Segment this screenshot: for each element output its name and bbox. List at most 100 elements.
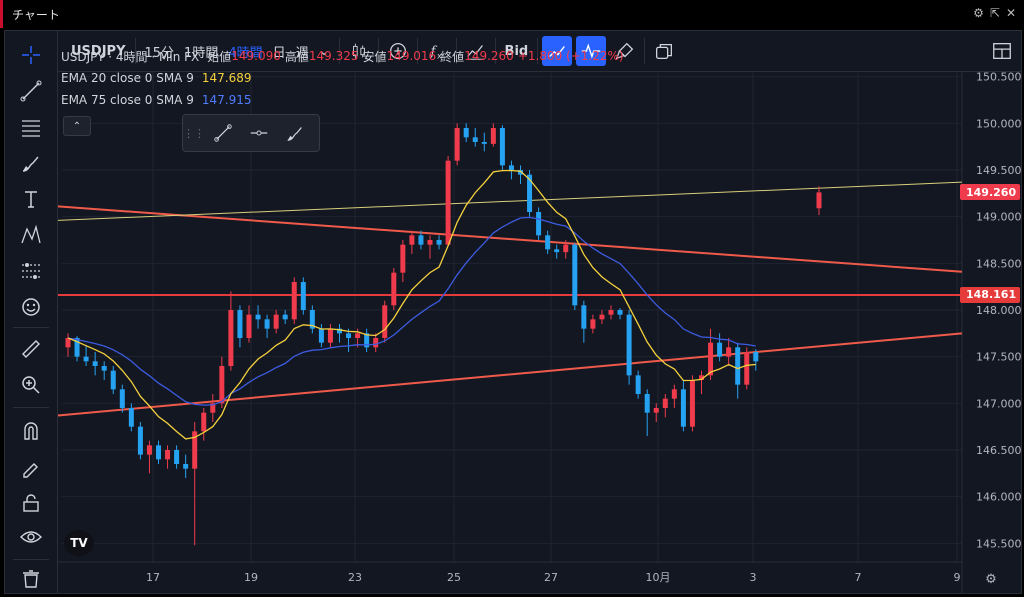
candle-body — [699, 375, 704, 380]
legend-ema20-row[interactable]: EMA 20 close 0 SMA 9 147.689 — [61, 67, 624, 89]
candle-body — [255, 314, 261, 320]
emoji-icon[interactable] — [17, 293, 45, 321]
compare-icon[interactable] — [461, 36, 491, 66]
lock-drawing-icon[interactable] — [17, 453, 45, 481]
high-label: 高値 — [284, 49, 309, 64]
candle-body — [662, 398, 668, 408]
candle-body — [219, 366, 225, 404]
window-titlebar: チャート ⚙ ⇱ ✕ — [0, 0, 1024, 28]
chart-canvas[interactable]: 150.500 150.000 149.500 149.000 148.500 148.0… — [57, 71, 1022, 593]
floating-drawing-bar: ⋮⋮ — [182, 114, 320, 152]
window-buttons: ⚙ ⇱ ✕ — [973, 6, 1016, 20]
text-icon[interactable] — [17, 185, 45, 213]
price-tick-label: 148.500 — [976, 257, 1021, 270]
zoom-icon[interactable] — [17, 371, 45, 399]
candle-body — [318, 328, 324, 343]
candle-body — [454, 128, 460, 161]
candle-body — [137, 426, 143, 455]
pattern-icon[interactable] — [17, 221, 45, 249]
low-label: 安値 — [362, 49, 387, 64]
toolbar-divider — [13, 407, 49, 408]
legend-header: USDJPY · 4時間 · Min FX — [61, 49, 200, 64]
candle-body — [101, 366, 107, 371]
windows-icon[interactable] — [649, 36, 679, 66]
ema20-label: EMA 20 close 0 SMA 9 — [61, 71, 194, 85]
toolbar-divider — [338, 38, 340, 64]
time-tick-label: 25 — [447, 571, 461, 584]
toolbar-divider — [13, 559, 49, 560]
drag-handle-icon[interactable]: ⋮⋮ — [183, 126, 205, 140]
interval-week[interactable]: 週 — [295, 45, 309, 61]
interval-day[interactable]: 日 — [272, 45, 286, 61]
candle-body — [427, 240, 433, 245]
trash-icon[interactable] — [17, 565, 45, 593]
toolbar-divider — [537, 38, 539, 64]
price-chart[interactable]: 150.500 150.000 149.500 149.000 148.500 148.0… — [57, 71, 1022, 593]
horizontal-ray-icon[interactable] — [241, 115, 277, 151]
candle-body — [119, 389, 125, 408]
candle-body — [210, 403, 216, 413]
brush-tool-icon[interactable] — [277, 115, 313, 151]
price-tick-label: 149.000 — [976, 211, 1021, 224]
fib-icon[interactable] — [17, 113, 45, 141]
high-value: 149.325 — [308, 49, 359, 63]
candle-body — [508, 165, 514, 170]
add-indicator-icon[interactable] — [383, 36, 413, 66]
candle-body — [572, 244, 578, 306]
candle-body — [626, 314, 632, 376]
candles-icon[interactable] — [344, 36, 374, 66]
candle-body — [183, 464, 189, 469]
close-icon[interactable]: ✕ — [1005, 6, 1016, 20]
symbol-search[interactable]: USDJPY — [71, 43, 126, 59]
candle-body — [264, 319, 270, 329]
candle-body — [327, 328, 333, 343]
toolbar-divider — [455, 38, 457, 64]
candle-body — [65, 338, 71, 348]
candle-body — [364, 333, 370, 348]
candle-body — [400, 244, 406, 273]
legend-ema75-row[interactable]: EMA 75 close 0 SMA 9 147.915 — [61, 89, 624, 111]
brush-toggle-icon[interactable] — [610, 36, 640, 66]
time-tick-label: 19 — [244, 571, 258, 584]
time-tick-label: 23 — [348, 571, 362, 584]
candle-body — [527, 174, 533, 212]
eye-icon[interactable] — [17, 523, 45, 551]
crosshair-icon[interactable] — [17, 41, 45, 69]
candle-body — [545, 235, 551, 250]
lock-icon[interactable] — [17, 489, 45, 517]
toolbar-divider — [377, 38, 379, 64]
brush-icon[interactable] — [17, 149, 45, 177]
price-tick-label: 145.500 — [976, 537, 1021, 550]
trendline-tool-icon[interactable] — [205, 115, 241, 151]
ruler-icon[interactable] — [17, 335, 45, 363]
popout-icon[interactable]: ⇱ — [989, 6, 1000, 20]
open-label: 始値 — [207, 49, 232, 64]
legend-collapse-button[interactable]: ⌃ — [63, 116, 91, 136]
pulse-icon[interactable] — [576, 36, 607, 66]
price-tick-label: 146.000 — [976, 491, 1021, 504]
candle-body — [563, 244, 569, 253]
magnet-icon[interactable] — [17, 417, 45, 445]
interval-15m[interactable]: 15分 — [144, 45, 175, 61]
interval-dropdown-icon[interactable]: ⌄ — [318, 43, 330, 59]
interval-4h[interactable]: 4時間 — [228, 45, 263, 61]
candle-body — [291, 282, 297, 320]
time-tick-label: 7 — [855, 571, 862, 584]
line-tool-icon[interactable] — [542, 36, 573, 66]
hline-price-label: 148.161 — [960, 286, 1020, 303]
toolbar-divider — [13, 327, 49, 328]
candle-body — [156, 445, 161, 460]
layout-icon[interactable] — [987, 36, 1017, 66]
candle-body — [472, 137, 478, 142]
time-tick-label: 3 — [750, 571, 757, 584]
current-price-label: 149.260 — [960, 184, 1020, 201]
forecast-icon[interactable] — [17, 257, 45, 285]
ema75-label: EMA 75 close 0 SMA 9 — [61, 93, 194, 107]
settings-icon[interactable]: ⚙ — [973, 6, 984, 20]
bid-button[interactable]: Bid — [504, 43, 529, 59]
trendline-icon[interactable] — [17, 77, 45, 105]
tradingview-logo: TV — [64, 530, 94, 556]
interval-1h[interactable]: 1時間 — [184, 45, 219, 61]
